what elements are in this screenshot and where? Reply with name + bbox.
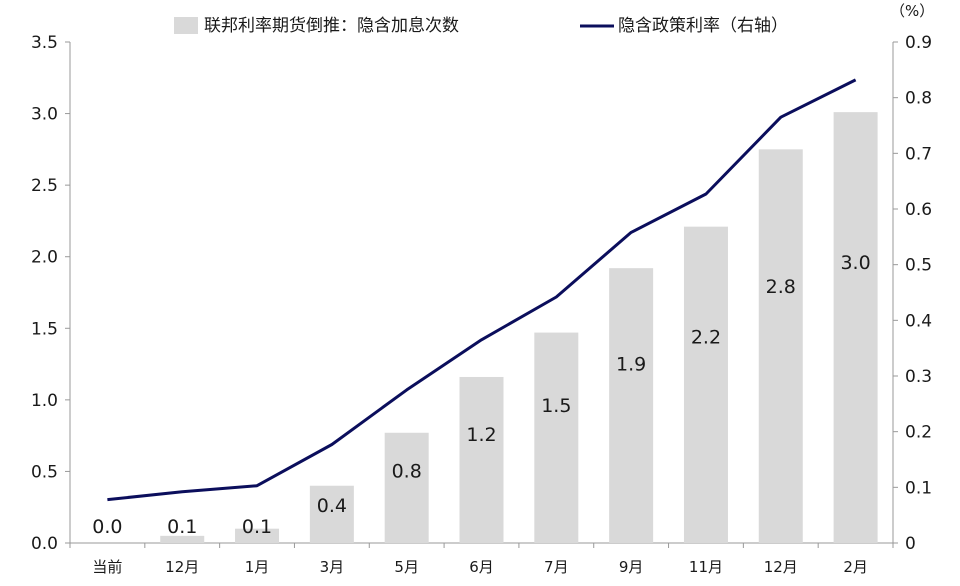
- left-tick-label: 3.0: [31, 105, 58, 125]
- x-tick-label: 7月: [544, 558, 569, 576]
- bar-data-label: 0.4: [317, 495, 347, 517]
- legend-line-label: 隐含政策利率（右轴）: [618, 16, 788, 36]
- left-tick-label: 2.0: [31, 248, 58, 268]
- x-tick-label: 1月: [245, 558, 270, 576]
- right-tick-label: 0.4: [905, 311, 932, 331]
- bar-data-label: 1.2: [466, 424, 496, 446]
- x-tick-label: 12月: [165, 558, 199, 576]
- bar-data-label: 2.8: [766, 276, 796, 298]
- bar: [534, 333, 578, 543]
- legend-bar-swatch: [174, 17, 198, 34]
- x-tick-label: 2月: [843, 558, 868, 576]
- right-tick-label: 0.7: [905, 144, 932, 164]
- right-tick-label: 0.2: [905, 423, 932, 443]
- x-tick-label: 当前: [92, 558, 122, 576]
- bar: [834, 112, 878, 543]
- legend-bar-label: 联邦利率期货倒推：隐含加息次数: [204, 16, 459, 36]
- left-tick-label: 2.5: [31, 176, 58, 196]
- x-tick-label: 5月: [394, 558, 419, 576]
- x-tick-label: 12月: [764, 558, 798, 576]
- bar: [385, 433, 429, 543]
- right-tick-label: 0.8: [905, 89, 932, 109]
- right-tick-label: 0.9: [905, 33, 932, 53]
- bar: [460, 377, 504, 543]
- left-tick-label: 0.5: [31, 462, 58, 482]
- right-tick-label: 0.5: [905, 256, 932, 276]
- bar: [759, 149, 803, 543]
- bar: [609, 268, 653, 543]
- bar-data-label: 0.0: [92, 516, 122, 538]
- bar-data-label: 1.9: [616, 353, 646, 375]
- bar-data-label: 0.8: [392, 460, 422, 482]
- x-tick-label: 6月: [469, 558, 494, 576]
- right-tick-label: 0.3: [905, 367, 932, 387]
- bar-data-label: 0.1: [167, 516, 197, 538]
- x-tick-label: 3月: [320, 558, 345, 576]
- bar-data-label: 2.2: [691, 326, 721, 348]
- bar-data-label: 0.1: [242, 516, 272, 538]
- right-tick-label: 0.6: [905, 200, 932, 220]
- left-tick-label: 0.0: [31, 534, 58, 554]
- x-tick-label: 9月: [619, 558, 644, 576]
- right-axis-unit: （%）: [890, 2, 934, 20]
- bar-data-label: 1.5: [541, 395, 571, 417]
- left-tick-label: 1.0: [31, 391, 58, 411]
- bar-data-label: 3.0: [840, 252, 870, 274]
- right-tick-label: 0: [905, 534, 916, 554]
- left-tick-label: 1.5: [31, 319, 58, 339]
- legend: 联邦利率期货倒推：隐含加息次数 隐含政策利率（右轴）: [174, 16, 788, 36]
- right-tick-label: 0.1: [905, 478, 932, 498]
- bar: [684, 227, 728, 543]
- left-tick-label: 3.5: [31, 33, 58, 53]
- x-tick-label: 11月: [689, 558, 723, 576]
